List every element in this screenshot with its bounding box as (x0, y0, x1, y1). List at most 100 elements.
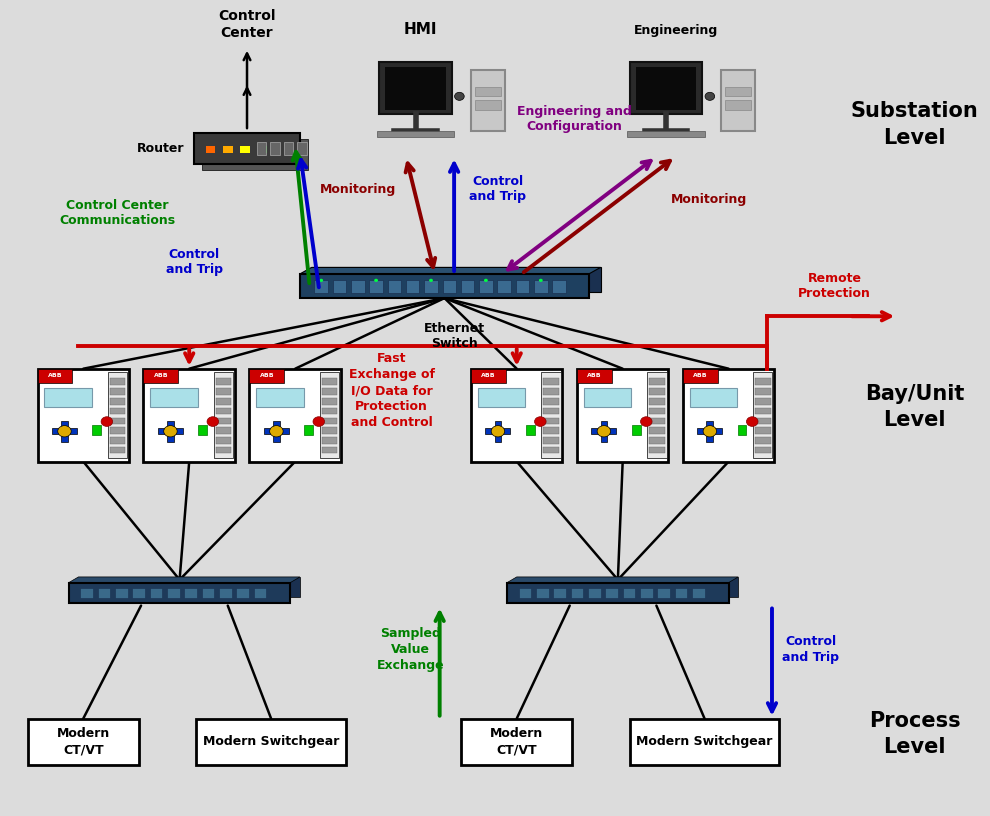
Bar (707, 421, 713, 441)
Bar (628, 131, 705, 137)
Bar (264, 428, 289, 434)
Bar (322, 428, 337, 434)
Bar (198, 425, 207, 435)
Text: Control Center
Communications: Control Center Communications (59, 199, 175, 228)
Bar (485, 428, 511, 434)
Bar (92, 425, 101, 435)
Bar (649, 418, 664, 424)
Bar (133, 588, 145, 598)
Bar (256, 388, 304, 407)
Bar (69, 583, 290, 603)
Bar (167, 588, 179, 598)
Bar (98, 588, 110, 598)
Bar (315, 281, 328, 293)
Bar (544, 379, 558, 385)
Bar (526, 425, 535, 435)
Bar (369, 281, 383, 293)
Text: ABB: ABB (48, 374, 62, 379)
Bar (570, 588, 583, 598)
Bar (216, 388, 231, 395)
Text: Control
and Trip: Control and Trip (469, 175, 526, 203)
Bar (544, 398, 558, 405)
Circle shape (491, 426, 505, 437)
Bar (553, 588, 566, 598)
Bar (657, 588, 670, 598)
Bar (110, 388, 125, 395)
Bar (722, 70, 755, 131)
Bar (647, 372, 666, 459)
Bar (108, 372, 127, 459)
Bar (110, 379, 125, 385)
Bar (322, 388, 337, 395)
Bar (216, 437, 231, 444)
Bar (216, 418, 231, 424)
Bar (115, 588, 128, 598)
Bar (649, 428, 664, 434)
Bar (110, 437, 125, 444)
Bar (110, 408, 125, 415)
Bar (726, 86, 751, 96)
Bar (304, 425, 313, 435)
Circle shape (319, 279, 323, 282)
Bar (636, 67, 696, 109)
Bar (322, 437, 337, 444)
Bar (726, 100, 751, 110)
Bar (471, 369, 562, 462)
Circle shape (746, 417, 758, 427)
Bar (577, 369, 668, 462)
Bar (649, 398, 664, 405)
Bar (333, 281, 346, 293)
Bar (273, 421, 280, 441)
Bar (753, 372, 772, 459)
Bar (649, 447, 664, 454)
Bar (601, 421, 607, 441)
Bar (223, 146, 233, 153)
Bar (507, 583, 729, 603)
Bar (110, 447, 125, 454)
Bar (534, 281, 547, 293)
Bar (216, 428, 231, 434)
Bar (61, 421, 68, 441)
Bar (38, 369, 72, 384)
Bar (552, 281, 566, 293)
Bar (388, 281, 401, 293)
Bar (216, 398, 231, 405)
Bar (605, 588, 618, 598)
Circle shape (535, 417, 546, 427)
Polygon shape (78, 577, 300, 597)
Text: ABB: ABB (693, 374, 708, 379)
Text: Process
Level: Process Level (869, 711, 960, 757)
Bar (270, 142, 280, 155)
Bar (45, 388, 92, 407)
Text: ABB: ABB (153, 374, 168, 379)
Bar (322, 379, 337, 385)
Bar (300, 274, 589, 298)
Bar (475, 86, 501, 96)
Polygon shape (300, 268, 601, 274)
Text: Engineering and
Configuration: Engineering and Configuration (517, 105, 632, 133)
Text: Remote
Protection: Remote Protection (798, 272, 871, 300)
Bar (588, 588, 601, 598)
Circle shape (484, 279, 488, 282)
Text: HMI: HMI (404, 22, 438, 38)
Bar (406, 281, 420, 293)
Text: Engineering: Engineering (634, 24, 718, 38)
Text: Control
Center: Control Center (218, 8, 276, 40)
Circle shape (313, 417, 325, 427)
Circle shape (539, 279, 543, 282)
Bar (110, 418, 125, 424)
Bar (495, 421, 501, 441)
Text: Modern
CT/VT: Modern CT/VT (56, 728, 110, 756)
Bar (690, 388, 738, 407)
Bar (202, 588, 214, 598)
Bar (320, 372, 339, 459)
Bar (544, 388, 558, 395)
Bar (425, 281, 438, 293)
Bar (630, 719, 779, 765)
Bar (755, 379, 770, 385)
Bar (755, 447, 770, 454)
Bar (144, 369, 178, 384)
Bar (149, 588, 162, 598)
Circle shape (454, 92, 464, 100)
Bar (640, 588, 652, 598)
